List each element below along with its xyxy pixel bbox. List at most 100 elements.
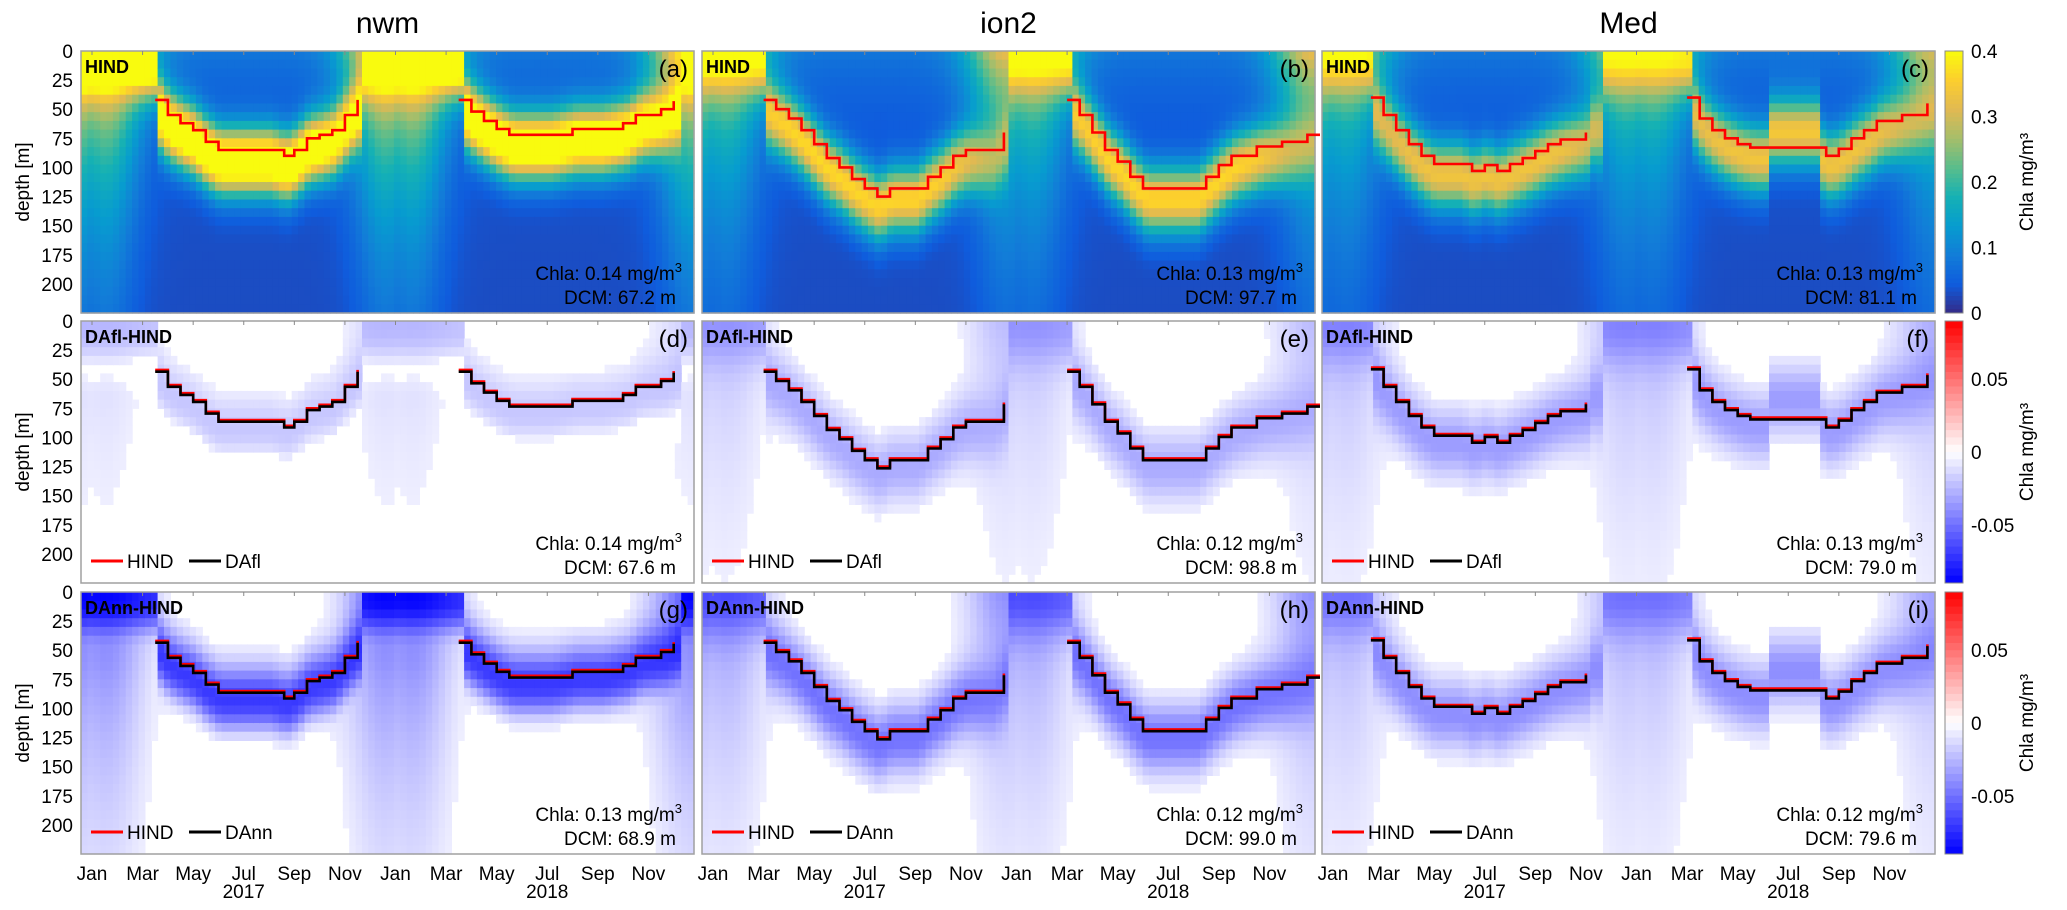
heatmap-cell [861, 251, 869, 262]
heatmap-cell [623, 286, 631, 297]
heatmap-cell [521, 173, 529, 183]
heatmap-cell [938, 103, 946, 113]
heatmap-cell [1014, 173, 1022, 183]
heatmap-cell [515, 260, 523, 270]
heatmap-cell [579, 295, 587, 305]
heatmap-cell [906, 278, 914, 288]
heatmap-cell [240, 129, 248, 139]
heatmap-cell [355, 182, 363, 192]
heatmap-cell [1027, 286, 1035, 297]
heatmap-cell [144, 147, 152, 157]
heatmap-cell [1066, 51, 1073, 61]
heatmap-cell [157, 208, 165, 218]
heatmap-cell [893, 190, 901, 200]
heatmap-cell [259, 304, 267, 314]
heatmap-cell [393, 94, 401, 104]
heatmap-cell [240, 59, 248, 69]
heatmap-cell [572, 164, 580, 174]
heatmap-cell [106, 120, 114, 131]
heatmap-cell [247, 103, 254, 113]
heatmap-cell [810, 225, 818, 235]
heatmap-cell [521, 147, 529, 157]
heatmap-cell [617, 68, 625, 78]
heatmap-cell [861, 51, 869, 61]
heatmap-cell [630, 112, 638, 122]
heatmap-cell [119, 85, 127, 96]
heatmap-cell [919, 112, 927, 122]
heatmap-cell [1085, 112, 1093, 122]
heatmap-cell [1104, 129, 1112, 139]
heatmap-cell [617, 304, 625, 314]
heatmap-cell [1117, 286, 1125, 297]
heatmap-cell [1008, 304, 1016, 314]
heatmap-cell [438, 77, 446, 87]
heatmap-cell [1104, 147, 1112, 157]
heatmap-cell [919, 103, 927, 113]
heatmap-cell [125, 295, 133, 305]
heatmap-cell [823, 85, 831, 96]
heatmap-cell [579, 225, 587, 235]
heatmap-cell [502, 208, 510, 218]
heatmap-cell [1085, 77, 1093, 87]
heatmap-cell [100, 120, 108, 131]
heatmap-cell [1078, 260, 1086, 270]
heatmap-cell [183, 234, 191, 244]
heatmap-cell [176, 120, 184, 131]
heatmap-cell [1078, 103, 1086, 113]
heatmap-cell [702, 182, 709, 192]
heatmap-cell [381, 199, 389, 209]
heatmap-cell [721, 94, 729, 104]
heatmap-cell [310, 59, 318, 69]
heatmap-cell [438, 164, 446, 174]
heatmap-cell [400, 234, 408, 244]
heatmap-cell [438, 129, 446, 139]
heatmap-cell [893, 295, 901, 305]
heatmap-cell [464, 295, 472, 305]
heatmap-cell [963, 147, 971, 157]
heatmap-cell [951, 225, 958, 235]
heatmap-cell [515, 251, 523, 262]
heatmap-cell [112, 129, 120, 139]
heatmap-cell [759, 85, 767, 96]
heatmap-cell [868, 199, 875, 209]
heatmap-cell [944, 208, 952, 218]
heatmap-cell [906, 199, 914, 209]
heatmap-cell [810, 199, 818, 209]
heatmap-cell [170, 234, 178, 244]
heatmap-cell [721, 304, 729, 314]
heatmap-cell [247, 269, 254, 279]
heatmap-cell [912, 190, 920, 200]
heatmap-cell [298, 234, 306, 244]
heatmap-cell [721, 251, 729, 262]
heatmap-cell [829, 304, 837, 314]
heatmap-cell [1129, 68, 1137, 78]
heatmap-cell [708, 59, 716, 69]
heatmap-cell [899, 85, 907, 96]
heatmap-cell [708, 94, 716, 104]
heatmap-cell [349, 216, 357, 227]
heatmap-cell [778, 164, 786, 174]
heatmap-cell [215, 59, 223, 69]
heatmap-cell [995, 59, 1003, 69]
heatmap-cell [1002, 112, 1010, 122]
heatmap-cell [585, 120, 593, 131]
heatmap-cell [247, 112, 254, 122]
heatmap-cell [547, 164, 555, 174]
heatmap-cell [636, 251, 644, 262]
heatmap-cell [540, 295, 548, 305]
heatmap-cell [1085, 234, 1093, 244]
heatmap-cell [336, 112, 344, 122]
heatmap-cell [483, 295, 491, 305]
heatmap-cell [1129, 51, 1137, 61]
heatmap-cell [1085, 94, 1093, 104]
heatmap-cell [202, 68, 210, 78]
heatmap-cell [861, 155, 869, 166]
heatmap-cell [630, 216, 638, 227]
heatmap-cell [464, 120, 472, 131]
heatmap-cell [81, 94, 88, 104]
heatmap-cell [976, 51, 984, 61]
heatmap-cell [1091, 155, 1099, 166]
heatmap-cell [157, 173, 165, 183]
heatmap-cell [393, 138, 401, 148]
heatmap-cell [681, 208, 689, 218]
